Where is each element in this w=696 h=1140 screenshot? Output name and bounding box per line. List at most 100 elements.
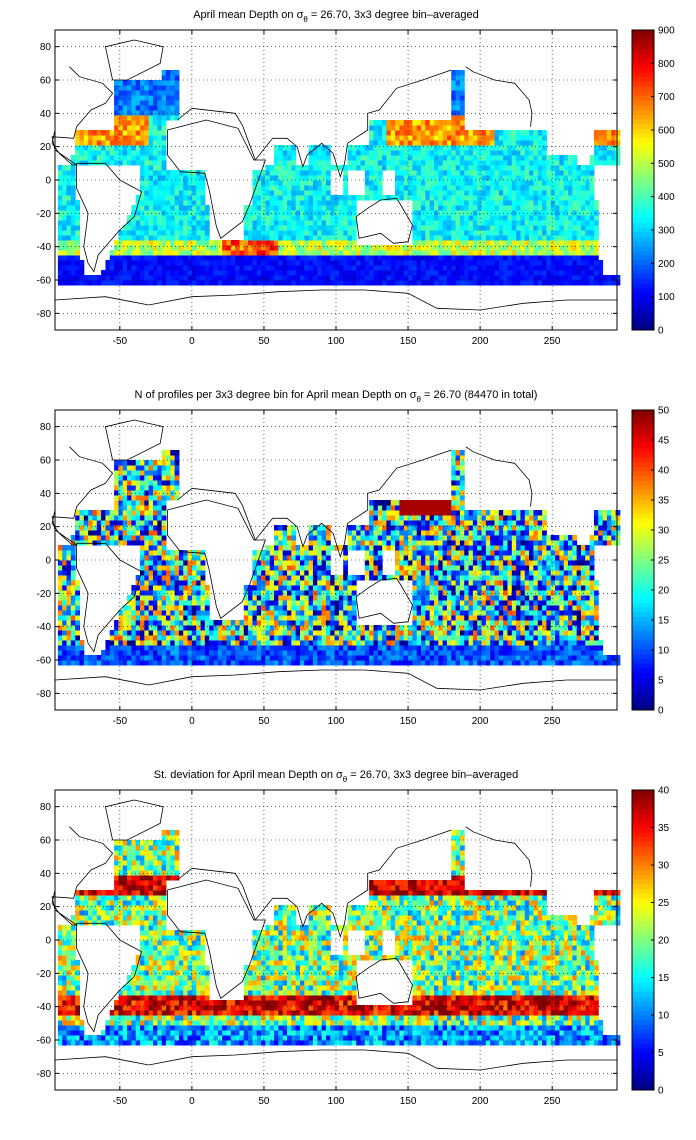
heatmap-cell [321,600,327,606]
heatmap-cell [135,95,141,101]
heatmap-cell [131,150,137,156]
heatmap-cell [291,260,297,266]
heatmap-cell [187,200,193,206]
heatmap-cell [511,210,517,216]
heatmap-cell [109,540,115,546]
heatmap-cell [459,85,465,91]
heatmap-cell [144,585,150,591]
heatmap-cell [568,195,573,201]
heatmap-cell [183,175,189,181]
heatmap-cell [382,125,387,131]
heatmap-cell [472,175,478,181]
heatmap-cell [278,195,284,201]
heatmap-cell [304,250,310,256]
heatmap-cell [611,150,617,156]
heatmap-cell [235,270,240,276]
heatmap-cell [347,660,353,666]
heatmap-cell [589,210,595,216]
heatmap-cell [425,155,431,161]
heatmap-cell [70,600,76,606]
heatmap-cell [157,520,163,526]
heatmap-cell [606,160,612,166]
heatmap-cell [386,245,392,251]
heatmap-cell [442,150,448,156]
heatmap-cell [127,460,132,466]
heatmap-cell [451,205,457,211]
colorbar-tick-label: 400 [658,192,675,203]
heatmap-cell [438,165,444,171]
heatmap-cell [386,265,392,271]
heatmap-cell [148,640,154,646]
heatmap-cell [503,260,508,266]
heatmap-cell [589,245,595,251]
heatmap-cell [503,130,508,136]
heatmap-cell [373,185,379,191]
heatmap-cell [356,280,361,286]
heatmap-cell [278,540,284,546]
heatmap-cell [183,645,189,651]
heatmap-cell [66,255,72,261]
heatmap-cell [144,505,150,511]
heatmap-cell [114,105,119,111]
heatmap-cell [62,200,68,206]
heatmap-cell [278,250,284,256]
heatmap-cell [464,160,470,166]
heatmap-cell [451,80,457,86]
heatmap-cell [468,155,474,161]
heatmap-cell [261,200,266,206]
heatmap-cell [57,185,63,191]
heatmap-cell [191,660,197,666]
heatmap-cell [295,205,301,211]
heatmap-cell [455,185,461,191]
heatmap-cell [66,620,72,626]
heatmap-cell [287,185,292,191]
heatmap-cell [615,140,621,146]
heatmap-cell [555,170,560,176]
heatmap-cell [144,525,150,531]
heatmap-cell [200,550,206,556]
heatmap-cell [148,500,154,506]
heatmap-cell [568,155,573,161]
heatmap-cell [187,595,193,601]
heatmap-cell [140,650,145,656]
heatmap-cell [546,200,552,206]
heatmap-cell [183,640,189,646]
heatmap-cell [187,655,193,661]
heatmap-cell [308,195,314,201]
heatmap-cell [503,135,508,141]
heatmap-cell [399,135,405,141]
heatmap-cell [317,630,323,636]
heatmap-cell [451,210,457,216]
heatmap-cell [304,165,310,171]
heatmap-cell [183,600,189,606]
heatmap-cell [442,225,448,231]
heatmap-cell [265,200,271,206]
heatmap-cell [351,655,357,661]
heatmap-cell [174,85,180,91]
heatmap-cell [334,245,340,251]
heatmap-cell [70,610,76,616]
colorbar-segment [632,226,654,233]
heatmap-cell [269,275,275,281]
heatmap-cell [274,235,279,241]
heatmap-cell [338,600,344,606]
heatmap-cell [343,225,349,231]
heatmap-cell [533,175,539,181]
heatmap-cell [256,610,262,616]
heatmap-cell [92,515,98,521]
heatmap-cell [174,205,180,211]
heatmap-cell [131,465,137,471]
heatmap-cell [200,265,206,271]
colorbar-segment [632,128,654,134]
heatmap-cell [485,255,491,261]
heatmap-cell [429,150,435,156]
heatmap-cell [472,255,478,261]
heatmap-cell [265,615,271,621]
heatmap-cell [105,525,111,531]
heatmap-cell [321,185,327,191]
heatmap-cell [148,180,154,186]
heatmap-cell [144,465,150,471]
heatmap-cell [563,180,569,186]
heatmap-cell [416,195,422,201]
heatmap-cell [343,195,349,201]
